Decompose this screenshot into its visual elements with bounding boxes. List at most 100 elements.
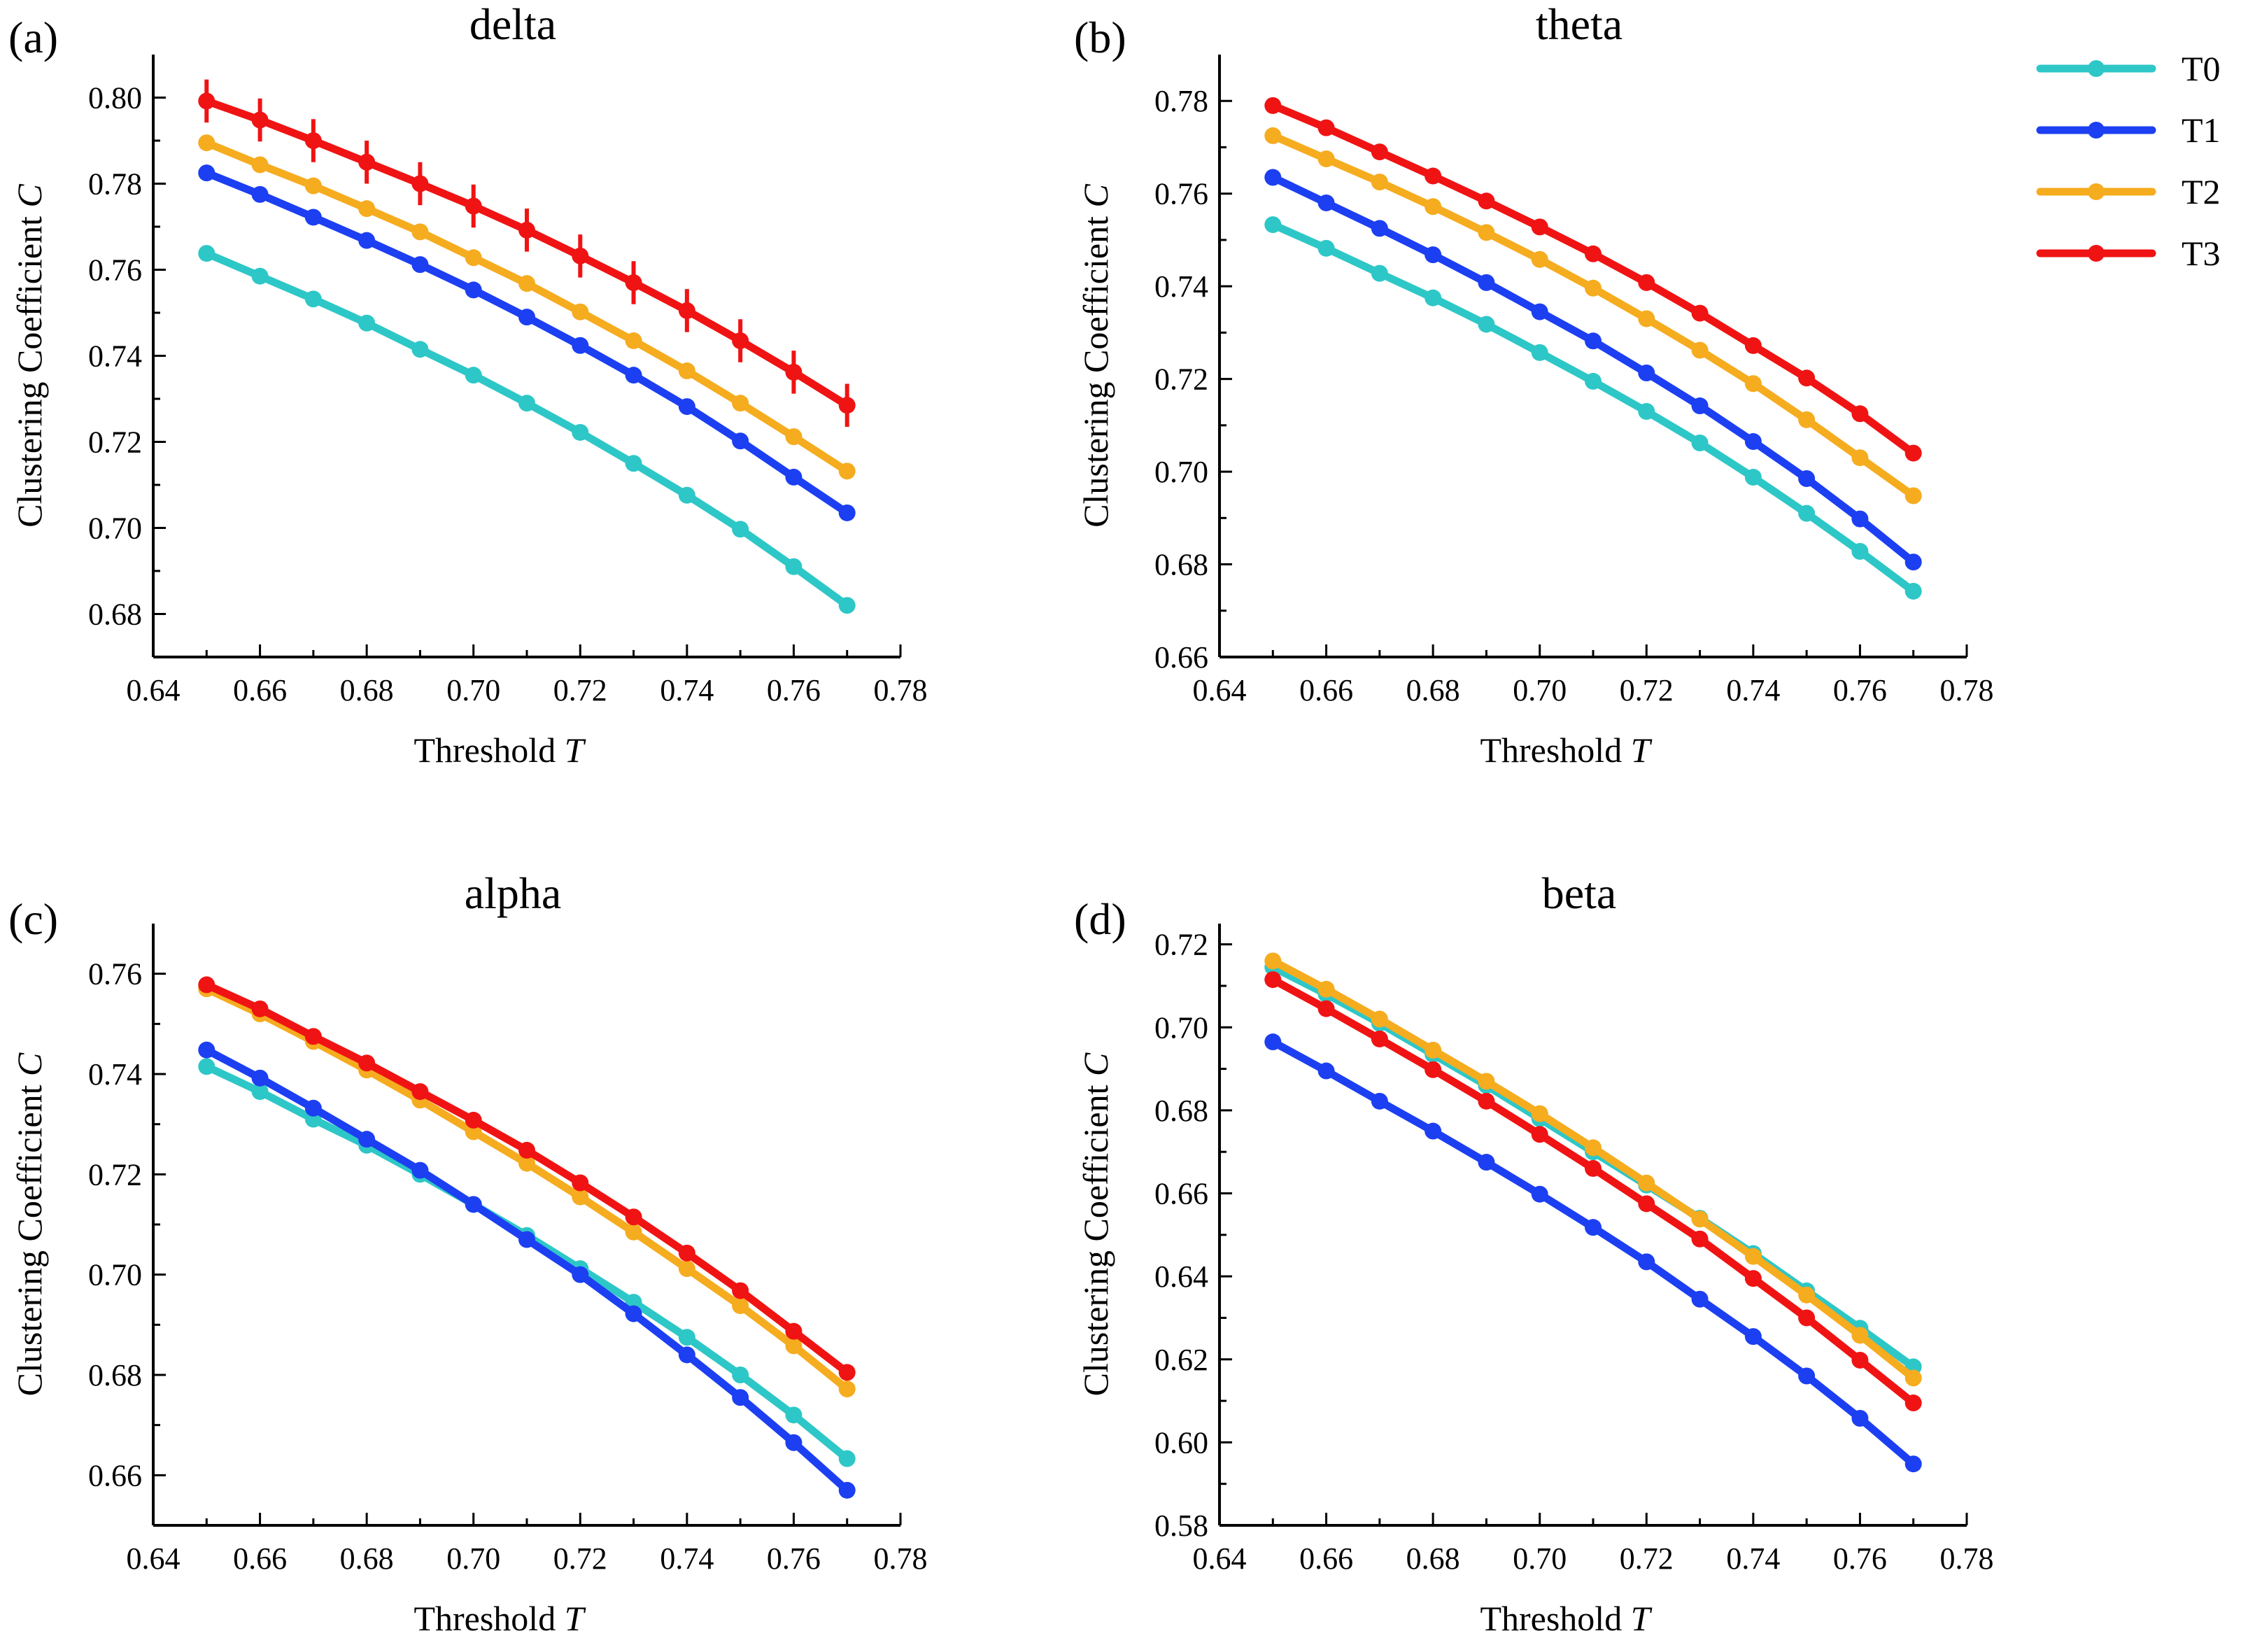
x-axis-title-space <box>1622 730 1631 770</box>
data-point <box>1371 143 1388 161</box>
data-point <box>1691 304 1709 322</box>
data-point <box>411 256 429 274</box>
data-point <box>1478 1154 1495 1171</box>
series-line-T1 <box>1268 1038 1918 1468</box>
y-axis-title-text: Clustering Coefficient <box>1076 1085 1115 1396</box>
data-point <box>1478 274 1495 291</box>
data-point <box>1744 1270 1762 1287</box>
series-T2 <box>198 134 856 480</box>
data-point <box>678 1260 695 1278</box>
x-tick-label: 0.68 <box>1406 673 1460 707</box>
x-tick-label: 0.68 <box>340 1541 394 1576</box>
series-T3 <box>198 976 856 1381</box>
data-point <box>1851 542 1869 560</box>
y-axis-title-var: C <box>10 184 49 208</box>
y-tick-label: 0.72 <box>88 1157 142 1192</box>
x-tick-label: 0.74 <box>1726 1541 1780 1576</box>
x-axis-title: Threshold T <box>413 730 586 770</box>
data-point <box>732 1389 749 1406</box>
data-point <box>1744 469 1762 486</box>
data-point <box>1638 1174 1655 1192</box>
legend-label: T0 <box>2182 49 2221 88</box>
data-point <box>785 1322 803 1340</box>
x-axis-title: Threshold T <box>1480 730 1652 770</box>
x-tick-label: 0.76 <box>1833 673 1887 707</box>
data-point <box>1638 1253 1655 1271</box>
data-point <box>198 92 215 110</box>
data-point <box>572 247 589 264</box>
data-point <box>732 332 749 349</box>
data-point <box>1478 1073 1495 1090</box>
data-point <box>1531 344 1548 361</box>
data-point <box>1691 1290 1709 1308</box>
y-tick-label: 0.70 <box>88 1258 142 1292</box>
panel-title: delta <box>469 0 556 49</box>
data-point <box>572 1188 589 1206</box>
data-point <box>1638 274 1655 291</box>
panel-title: theta <box>1536 0 1623 49</box>
y-tick-label: 0.72 <box>88 425 142 460</box>
data-point <box>411 1083 429 1101</box>
data-point <box>1478 1092 1495 1110</box>
data-point <box>1585 1159 1602 1177</box>
data-point <box>251 1083 269 1101</box>
x-tick-label: 0.64 <box>127 1541 181 1576</box>
data-point <box>838 597 856 614</box>
series-T2 <box>1264 127 1922 504</box>
series-line-T0 <box>202 249 851 609</box>
data-point <box>732 1282 749 1299</box>
data-point <box>1531 1126 1548 1143</box>
data-point <box>358 314 376 332</box>
series-T1 <box>198 164 856 521</box>
x-tick-label: 0.76 <box>1833 1541 1887 1576</box>
data-point <box>1531 250 1548 268</box>
y-tick-label: 0.78 <box>1154 84 1208 118</box>
data-point <box>625 332 642 349</box>
data-point <box>1904 487 1922 504</box>
data-point <box>1798 1367 1816 1385</box>
data-point <box>465 367 482 384</box>
data-point <box>1531 1185 1548 1203</box>
data-point <box>304 177 322 195</box>
x-tick-label: 0.78 <box>1940 1541 1994 1576</box>
x-axis-title-var: T <box>565 730 586 770</box>
legend-marker <box>2088 60 2105 77</box>
series-line-T2 <box>1268 132 1918 500</box>
data-point <box>1691 435 1709 452</box>
data-point <box>1531 303 1548 320</box>
data-point <box>411 1162 429 1179</box>
x-tick-label: 0.64 <box>1193 1541 1247 1576</box>
legend-item-T3: T3 <box>2036 234 2221 273</box>
y-tick-label: 0.72 <box>1154 928 1208 962</box>
data-point <box>838 1381 856 1398</box>
y-axis-title: Clustering Coefficient C <box>1076 184 1115 528</box>
x-tick-label: 0.70 <box>446 673 500 707</box>
legend: T0 T1 T2 T3 <box>2036 49 2221 273</box>
y-axis-title-var: C <box>1076 184 1115 208</box>
data-point <box>1317 1000 1335 1017</box>
legend-label: T3 <box>2182 234 2221 273</box>
data-point <box>1531 1105 1548 1122</box>
data-point <box>1425 289 1442 306</box>
series-T1 <box>198 1041 856 1499</box>
series-T0 <box>198 1058 856 1467</box>
data-point <box>1851 1409 1869 1427</box>
data-point <box>1638 402 1655 420</box>
data-point <box>358 153 376 171</box>
data-point <box>1264 952 1282 970</box>
x-tick-label: 0.74 <box>660 673 714 707</box>
data-point <box>838 504 856 521</box>
data-point <box>1798 504 1816 522</box>
y-tick-label: 0.66 <box>88 1458 142 1492</box>
x-axis-title-text: Threshold <box>413 1599 556 1638</box>
data-point <box>1851 405 1869 423</box>
data-point <box>518 275 535 292</box>
y-tick-label: 0.74 <box>1154 269 1208 304</box>
data-point <box>1851 1351 1869 1369</box>
y-tick-label: 0.68 <box>88 1358 142 1392</box>
x-tick-label: 0.72 <box>1620 673 1674 707</box>
data-point <box>1264 169 1282 186</box>
x-axis-title-space <box>1622 1599 1631 1638</box>
x-axis-title-space <box>556 730 565 770</box>
